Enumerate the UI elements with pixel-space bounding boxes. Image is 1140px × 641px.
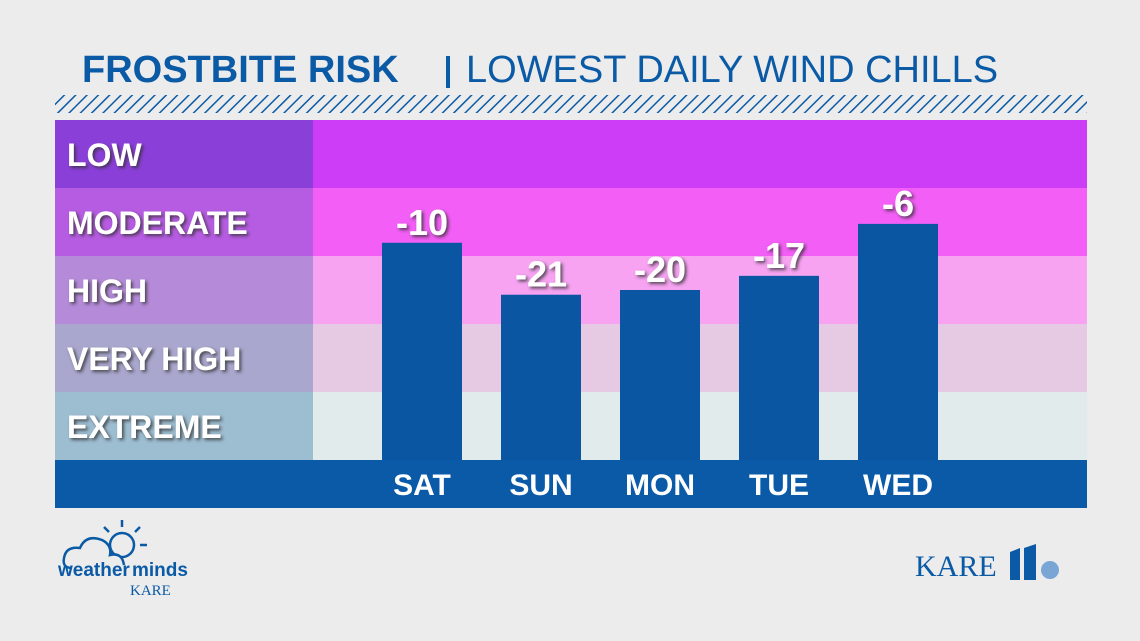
- logo-word: minds: [132, 560, 188, 581]
- risk-band-label: VERY HIGH: [67, 341, 241, 377]
- logo-word: weather: [57, 560, 130, 581]
- plot: LOW MODERATE HIGH VERY HIGH EXTREME -10 SAT -21…: [55, 120, 1087, 508]
- bar: [382, 242, 462, 460]
- chart-subtitle: LOWEST DAILY WIND CHILLS: [466, 49, 998, 91]
- risk-band-label: LOW: [67, 137, 142, 173]
- bar: [501, 294, 581, 460]
- x-tick-label: SUN: [509, 469, 572, 502]
- risk-band-label: MODERATE: [67, 205, 248, 241]
- logo-station: KARE: [130, 583, 171, 599]
- risk-band: [313, 120, 1087, 188]
- logo-station: KARE: [915, 550, 997, 583]
- kare-logo: KARE: [915, 544, 1059, 583]
- weatherminds-logo: weather minds KARE: [57, 520, 188, 599]
- x-tick-label: WED: [863, 469, 933, 502]
- risk-band-label-cell: [55, 256, 313, 324]
- x-tick-label: SAT: [393, 469, 451, 502]
- value-label: -17: [753, 235, 805, 276]
- risk-band-label-cell: [55, 324, 313, 392]
- value-label: -21: [515, 254, 567, 295]
- x-tick-label: TUE: [749, 469, 809, 502]
- bar: [858, 223, 938, 460]
- risk-band-label-cell: [55, 120, 313, 188]
- title-separator: [446, 56, 450, 88]
- bar: [620, 290, 700, 460]
- x-axis-strip: [55, 460, 1087, 508]
- risk-band-label: HIGH: [67, 273, 147, 309]
- risk-band-label: EXTREME: [67, 409, 222, 445]
- bar: [739, 275, 819, 460]
- risk-band-label-cell: [55, 188, 313, 256]
- x-tick-label: MON: [625, 469, 695, 502]
- value-label: -6: [882, 183, 914, 224]
- risk-band-label-cell: [55, 392, 313, 460]
- hatch-stripe: [55, 95, 1087, 113]
- value-label: -20: [634, 249, 686, 290]
- value-label: -10: [396, 202, 448, 243]
- chart-title: FROSTBITE RISK: [82, 49, 399, 91]
